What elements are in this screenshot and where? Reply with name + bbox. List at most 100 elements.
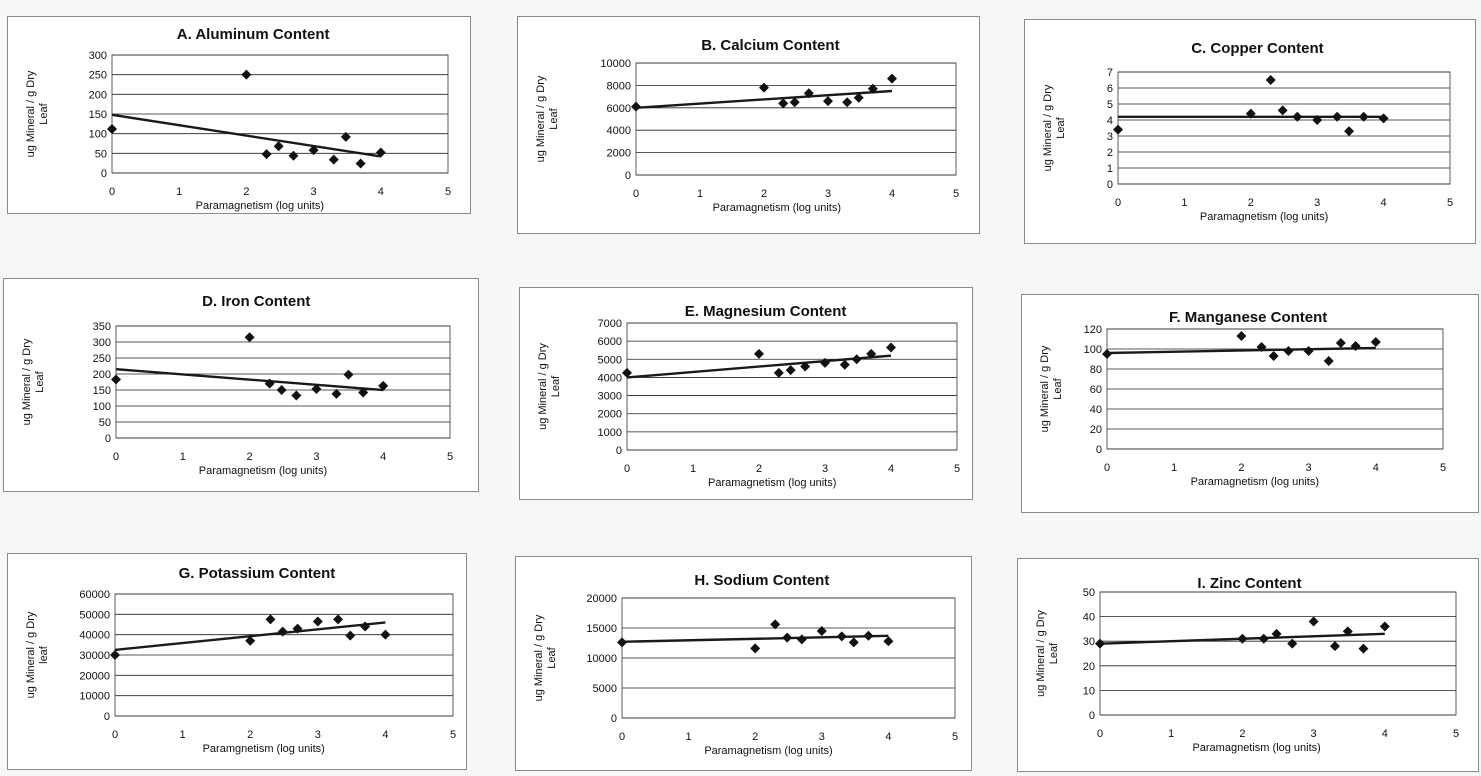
plot-area	[635, 62, 957, 176]
y-tick-label: 60000	[79, 589, 110, 601]
data-point	[1236, 331, 1247, 341]
data-point	[1335, 338, 1346, 348]
data-point	[848, 637, 859, 648]
y-axis-label: Leaf	[548, 107, 560, 129]
y-tick-label: 200	[93, 369, 111, 381]
y-tick-label: 300	[93, 337, 111, 349]
trend-line	[1106, 346, 1376, 355]
data-point	[380, 629, 391, 640]
x-tick-label: 4	[885, 731, 891, 743]
chart-title: H. Sodium Content	[694, 572, 829, 589]
data-point	[863, 630, 874, 641]
x-tick-label: 3	[819, 731, 825, 743]
data-point	[754, 348, 764, 359]
data-point	[1344, 126, 1355, 137]
x-tick-label: 5	[1453, 728, 1459, 740]
y-tick-label: 60	[1090, 384, 1102, 396]
x-tick-label: 2	[247, 729, 253, 741]
x-tick-label: 0	[633, 188, 639, 200]
data-point	[803, 88, 814, 99]
y-tick-label: 150	[93, 385, 111, 397]
data-point	[1102, 349, 1112, 359]
y-tick-label: 250	[89, 70, 107, 82]
data-point	[264, 378, 275, 389]
y-tick-label: 0	[625, 170, 631, 182]
chart-panel-iron: D. Iron Content 0 50 100 150 200 250 300 350 0 1 2 3…	[3, 278, 479, 492]
x-tick-label: 2	[247, 451, 253, 463]
y-tick-label: 150	[89, 109, 107, 121]
y-axis-label: ug Mineral / g Dry	[21, 338, 33, 425]
y-tick-label: 30000	[79, 650, 110, 662]
x-tick-label: 3	[825, 188, 831, 200]
y-tick-label: 2000	[607, 148, 631, 160]
y-tick-label: 4000	[598, 372, 622, 384]
data-point	[782, 632, 793, 643]
y-axis-label: Leaf	[38, 102, 50, 124]
chart-title: A. Aluminum Content	[177, 26, 330, 43]
x-tick-label: 2	[1239, 728, 1245, 740]
data-point	[866, 348, 877, 359]
y-tick-label: 120	[1084, 324, 1102, 336]
scatter-chart: F. Manganese Content 0 20 40 60 80 100 120 0 1 2 3 4…	[1039, 309, 1446, 488]
x-tick-label: 1	[1171, 462, 1177, 474]
data-point	[241, 69, 252, 80]
chart-title: D. Iron Content	[202, 293, 310, 310]
data-point	[291, 390, 302, 401]
x-tick-label: 4	[889, 188, 895, 200]
data-point	[887, 73, 897, 84]
chart-title: E. Magnesium Content	[685, 303, 847, 320]
y-axis-label: ug Mineral / g Dry	[535, 75, 547, 162]
plot-area	[111, 54, 449, 174]
chart-panel-magnesium: E. Magnesium Content 0 1000 2000 3000 4000 500…	[519, 287, 973, 500]
data-point	[244, 332, 255, 343]
x-tick-label: 2	[243, 186, 249, 198]
y-axis-label: Leaf	[1048, 642, 1060, 664]
y-tick-label: 10000	[79, 691, 110, 703]
plot-area	[626, 322, 958, 451]
y-tick-label: 10000	[586, 653, 617, 665]
x-tick-label: 3	[822, 463, 828, 475]
y-axis-label: Leaf	[34, 370, 46, 392]
scatter-chart: I. Zinc Content 0 10 20 30 40 50 0 1 2 3 4 5 Paramagn…	[1035, 575, 1459, 754]
scatter-chart: A. Aluminum Content 0 50 100 150 200 250 300 0 1 2…	[25, 26, 451, 212]
chart-title: G. Potassium Content	[179, 565, 336, 582]
data-point	[1342, 626, 1353, 637]
data-point	[378, 380, 389, 391]
x-tick-label: 2	[1238, 462, 1244, 474]
y-tick-label: 8000	[607, 80, 631, 92]
y-tick-label: 0	[105, 433, 111, 445]
data-point	[886, 342, 896, 353]
data-point	[1256, 342, 1267, 352]
data-point	[308, 145, 319, 156]
trend-line	[115, 368, 384, 392]
plot-area	[621, 597, 956, 719]
y-tick-label: 7	[1107, 67, 1113, 79]
data-point	[750, 643, 761, 654]
y-tick-label: 40	[1090, 404, 1102, 416]
trend-line	[621, 634, 889, 643]
y-axis-label: ug Mineral / g Dry	[537, 343, 549, 430]
y-tick-label: 250	[93, 353, 111, 365]
x-tick-label: 0	[1104, 462, 1110, 474]
y-tick-label: 350	[93, 321, 111, 333]
y-tick-label: 300	[89, 50, 107, 62]
x-axis-label: Paramagnetism (log units)	[1200, 211, 1328, 223]
data-point	[375, 147, 386, 158]
x-axis-label: Paramagnetism (log units)	[199, 465, 327, 477]
data-point	[265, 614, 276, 625]
data-point	[1113, 124, 1123, 135]
data-point	[345, 630, 356, 641]
data-point	[277, 626, 288, 637]
y-tick-label: 100	[93, 401, 111, 413]
y-tick-label: 0	[616, 445, 622, 457]
x-tick-label: 3	[315, 729, 321, 741]
scatter-chart: G. Potassium Content 0 10000 20000 30000 4000…	[25, 565, 456, 755]
data-point	[111, 374, 121, 385]
y-tick-label: 40000	[79, 630, 110, 642]
chart-panel-manganese: F. Manganese Content 0 20 40 60 80 100 120 0 1 2 3 4…	[1021, 294, 1479, 513]
y-axis-label: leaf	[38, 645, 50, 664]
data-point	[1379, 621, 1390, 632]
data-point	[842, 97, 853, 108]
y-tick-label: 30	[1083, 636, 1095, 648]
y-tick-label: 10	[1083, 685, 1095, 697]
